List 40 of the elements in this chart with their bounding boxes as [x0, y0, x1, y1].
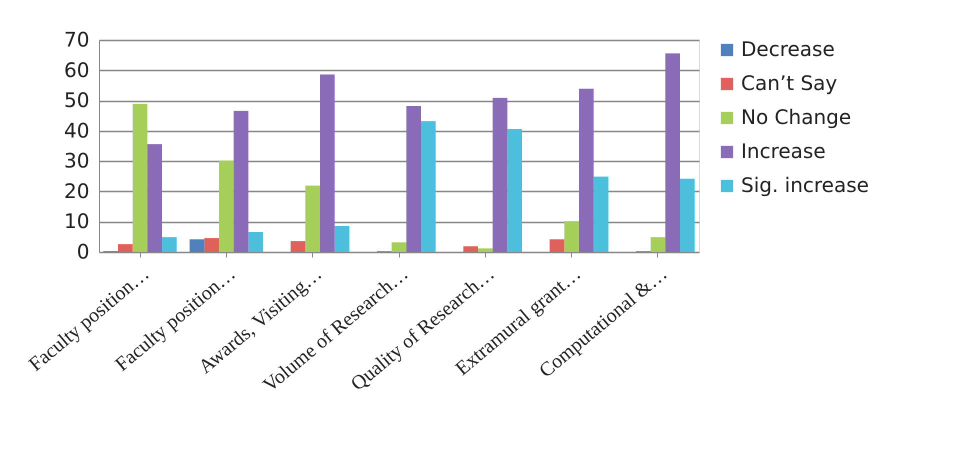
bar	[248, 232, 264, 252]
bar	[463, 246, 478, 252]
bar	[234, 110, 248, 252]
bar	[118, 244, 133, 252]
legend-label: Can’t Say	[741, 71, 838, 95]
legend-label: Increase	[741, 139, 826, 163]
y-tick-label: 70	[64, 28, 90, 52]
legend-label: Decrease	[741, 37, 835, 61]
y-tick-label: 60	[64, 58, 90, 82]
bar	[550, 239, 564, 252]
bar	[492, 98, 508, 252]
y-tick-label: 10	[64, 209, 90, 234]
bar	[334, 226, 350, 252]
bar	[162, 237, 177, 252]
y-tick-label: 20	[64, 178, 90, 203]
y-tick-label: 0	[76, 240, 90, 264]
bar	[579, 88, 594, 252]
bar	[305, 186, 320, 252]
bar	[507, 129, 522, 252]
bar	[147, 144, 162, 252]
bar	[594, 176, 608, 252]
y-tick-label: 50	[64, 88, 90, 112]
bar	[478, 248, 493, 252]
y-tick-label: 40	[64, 118, 90, 142]
bar	[320, 74, 335, 252]
bar	[204, 238, 219, 252]
bar	[650, 237, 666, 252]
bar	[665, 53, 680, 252]
bar	[290, 241, 306, 252]
bar	[406, 106, 422, 252]
bar	[190, 239, 204, 252]
bar	[392, 242, 406, 252]
bar	[680, 178, 695, 252]
bar	[219, 160, 234, 252]
legend-label: Sig. increase	[741, 173, 869, 197]
legend-label: No Change	[741, 105, 852, 129]
y-tick-label: 30	[64, 148, 90, 173]
bar	[564, 221, 579, 252]
bar	[421, 121, 436, 252]
bar	[132, 104, 148, 252]
